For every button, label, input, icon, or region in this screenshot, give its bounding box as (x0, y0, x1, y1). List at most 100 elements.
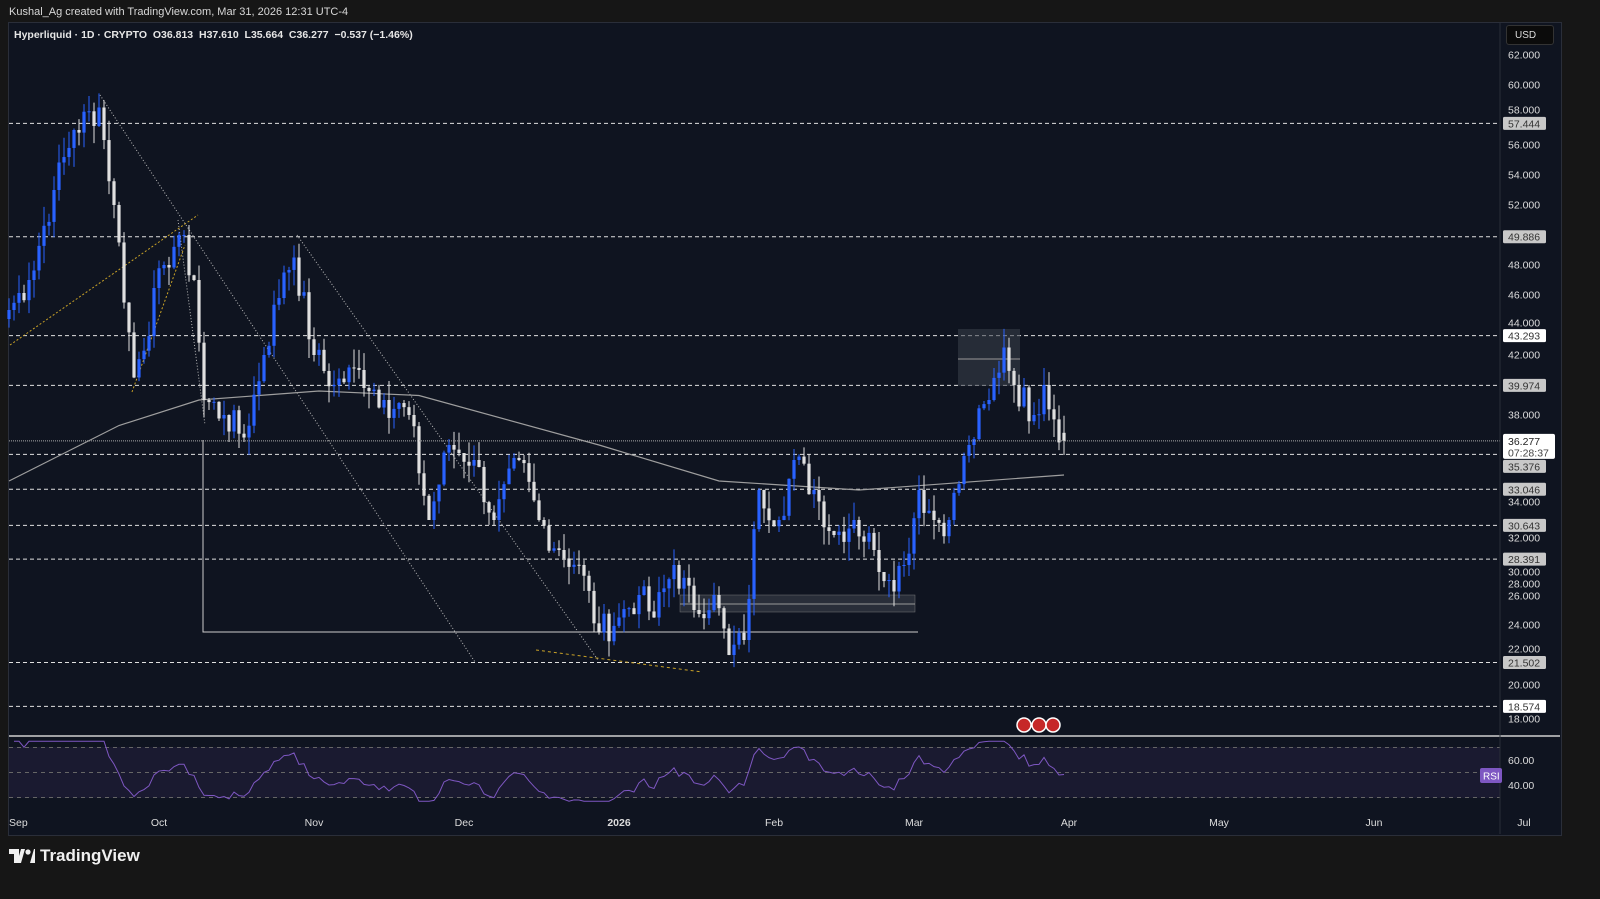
candle-body (522, 460, 526, 464)
candle (1062, 415, 1066, 455)
candle (282, 265, 286, 305)
currency-button[interactable]: USD (1506, 25, 1554, 45)
candle-body (762, 490, 766, 509)
candle (737, 627, 741, 650)
candle (222, 400, 226, 436)
candle-body (52, 190, 56, 222)
price-tick: 54.000 (1508, 170, 1540, 182)
rsi-label-badge[interactable] (1480, 768, 1502, 783)
chart-frame[interactable] (8, 22, 1562, 836)
candle (427, 493, 431, 521)
candle-body (457, 449, 461, 454)
candle (977, 404, 981, 441)
level-label-badge (1503, 116, 1546, 130)
candle-body (422, 473, 426, 496)
candle-body (602, 613, 606, 633)
candle (637, 586, 641, 629)
candle-body (627, 608, 631, 610)
symbol-name[interactable]: Hyperliquid · 1D · CRYPTO (14, 29, 148, 41)
candle (687, 564, 691, 603)
candle-body (802, 456, 806, 464)
candle (762, 489, 766, 523)
candle-body (742, 632, 746, 640)
candle-body (112, 181, 116, 205)
candle (207, 397, 211, 410)
candle-body (582, 565, 586, 576)
candle (967, 435, 971, 463)
candle-body (7, 310, 11, 319)
candle (172, 235, 176, 270)
candle-body (227, 415, 231, 432)
candle-body (782, 515, 786, 520)
candle (942, 514, 946, 544)
candle (397, 402, 401, 418)
candle-body (412, 415, 416, 427)
candle-body (912, 518, 916, 554)
candle (622, 600, 626, 633)
candle (927, 499, 931, 514)
candle (572, 551, 576, 574)
candle (647, 576, 651, 621)
candle (827, 514, 831, 545)
candle-body (737, 632, 741, 645)
us-flag-icon[interactable] (1031, 717, 1047, 733)
candle-body (872, 532, 876, 550)
price-tick: 38.000 (1508, 410, 1540, 422)
rsi-label: RSI (1483, 772, 1500, 783)
candle (272, 290, 276, 358)
candle-body (757, 490, 761, 530)
candle-body (97, 107, 101, 126)
level-label-badge (1503, 518, 1546, 532)
candle-body (977, 408, 981, 440)
candle-body (37, 245, 41, 271)
candle-body (142, 350, 146, 360)
candle (307, 278, 311, 359)
candle (627, 606, 631, 617)
candle (712, 582, 716, 612)
candle-body (967, 445, 971, 456)
candle-body (167, 265, 171, 268)
candle-body (1022, 387, 1026, 407)
candle (492, 505, 496, 526)
candle-body (682, 577, 686, 589)
candle-body (832, 531, 836, 535)
candle-body (922, 490, 926, 513)
price-tick: 26.000 (1508, 591, 1540, 603)
candle (402, 399, 406, 417)
candle-body (732, 644, 736, 655)
candle (502, 481, 506, 513)
rsi-axis: 60.00 40.00 RSI (1480, 755, 1534, 792)
candle-body (32, 270, 36, 280)
candle-body (847, 528, 851, 542)
candle-body (302, 292, 306, 296)
candle-body (402, 403, 406, 408)
candle (867, 526, 871, 550)
candle-body (882, 571, 886, 582)
candle-body (267, 345, 271, 355)
candle-body (907, 553, 911, 565)
candle (262, 346, 266, 383)
price-tick: 24.000 (1508, 620, 1540, 632)
candle (157, 260, 161, 305)
us-flag-icon[interactable] (1045, 717, 1061, 733)
candle (417, 422, 421, 485)
candle-body (397, 403, 401, 409)
candle (317, 343, 321, 366)
close-value: C36.277 (288, 29, 329, 41)
candle (792, 448, 796, 491)
tradingview-logo[interactable]: TradingView (9, 846, 140, 866)
candle (872, 528, 876, 557)
candle-body (282, 272, 286, 299)
candle-body (217, 401, 221, 419)
level-label: 39.974 (1508, 380, 1540, 392)
us-flag-icon[interactable] (1016, 717, 1032, 733)
candle (237, 405, 241, 448)
candle-body (807, 463, 811, 495)
candle-body (942, 522, 946, 537)
zone-box (958, 329, 1020, 386)
candle-body (447, 445, 451, 453)
event-markers[interactable] (1016, 717, 1061, 733)
candle-body (917, 490, 921, 519)
candle (162, 261, 166, 275)
